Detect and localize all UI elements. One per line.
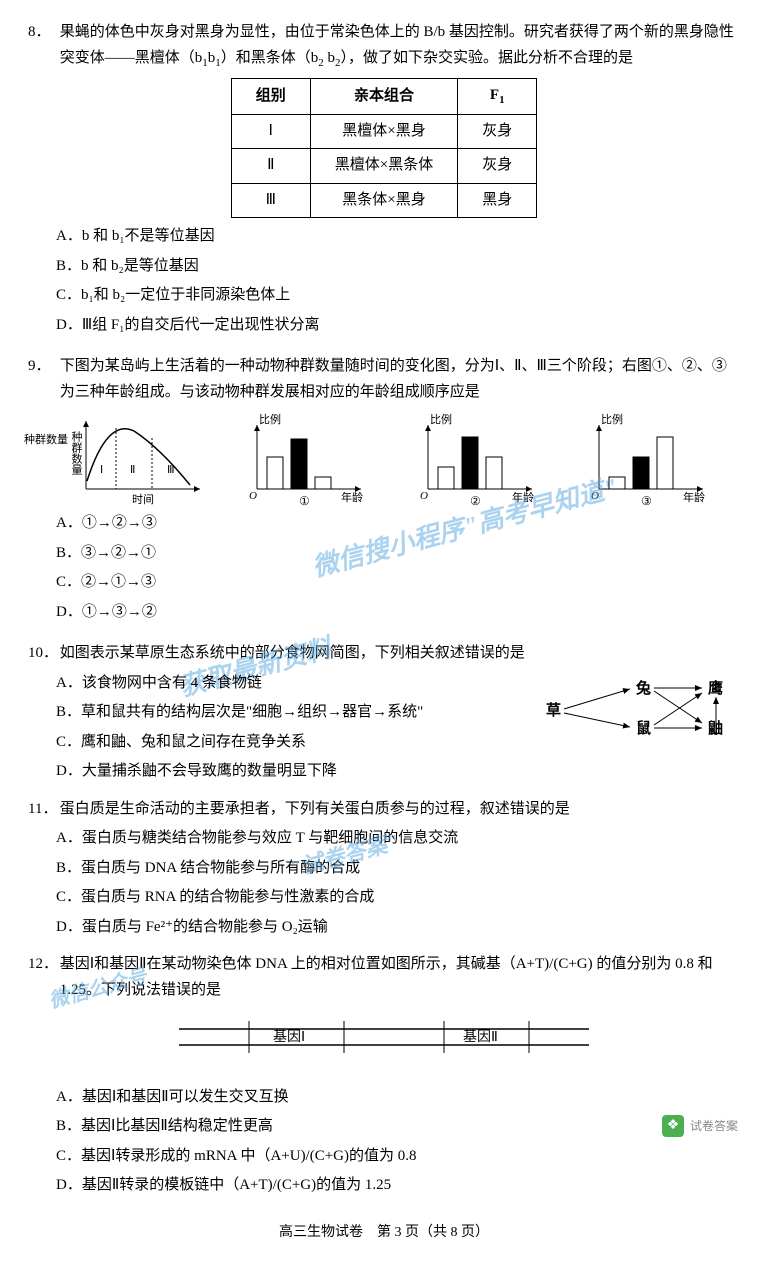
q11-opt-a: A．蛋白质与糖类结合物能参与效应 T 与靶细胞间的信息交流 <box>56 826 740 852</box>
q8-num: 8． <box>28 20 56 46</box>
q12-options: A．基因Ⅰ和基因Ⅱ可以发生交叉互换 B．基因Ⅰ比基因Ⅱ结构稳定性更高 C．基因Ⅰ… <box>28 1085 740 1199</box>
svg-text:Ⅱ: Ⅱ <box>130 464 135 476</box>
q9-opt-a: A．①→②→③ <box>56 511 384 537</box>
svg-text:②: ② <box>470 494 481 508</box>
q12-opt-b: B．基因Ⅰ比基因Ⅱ结构稳定性更高 <box>56 1114 740 1140</box>
q9-bar-chart-3: 比例 O ③ 年龄 <box>585 413 725 503</box>
q8-options: A．b 和 b₁不是等位基因 B．b 和 b₂是等位基因 C．b₁和 b₂一定位… <box>28 224 740 342</box>
gene-diagram: 基因Ⅰ 基因Ⅱ <box>169 1017 599 1071</box>
svg-text:年龄: 年龄 <box>341 490 363 504</box>
q11-opt-c: C．蛋白质与 RNA 的结合物能参与性激素的合成 <box>56 885 740 911</box>
question-8: 8． 果蝇的体色中灰身对黑身为显性，由位于常染色体上的 B/b 基因控制。研究者… <box>28 20 740 342</box>
q10-num: 10． <box>28 641 56 667</box>
q11-opt-d: D．蛋白质与 Fe²⁺的结合物能参与 O₂运输 <box>56 915 740 941</box>
q12-opt-a: A．基因Ⅰ和基因Ⅱ可以发生交叉互换 <box>56 1085 740 1111</box>
svg-text:兔: 兔 <box>635 679 651 697</box>
q8-table: 组别亲本组合F1 Ⅰ黑檀体×黑身灰身 Ⅱ黑檀体×黑条体灰身 Ⅲ黑条体×黑身黑身 <box>231 78 538 218</box>
svg-text:鼠: 鼠 <box>636 719 651 737</box>
q8-opt-d: D．Ⅲ组 F₁的自交后代一定出现性状分离 <box>56 313 384 339</box>
question-10: 10． 如图表示某草原生态系统中的部分食物网简图，下列相关叙述错误的是 获取最新… <box>28 641 740 785</box>
question-9: 9． 下图为某岛屿上生活着的一种动物种群数量随时间的变化图，分为Ⅰ、Ⅱ、Ⅲ三个阶… <box>28 354 740 629</box>
svg-text:Ⅰ: Ⅰ <box>100 464 103 476</box>
svg-text:年龄: 年龄 <box>683 490 705 504</box>
q12-num: 12． <box>28 952 56 978</box>
q8-opt-a: A．b 和 b₁不是等位基因 <box>56 224 384 250</box>
q12-opt-d: D．基因Ⅱ转录的模板链中（A+T)/(C+G)的值为 1.25 <box>56 1173 740 1199</box>
svg-text:③: ③ <box>641 494 652 508</box>
svg-text:①: ① <box>299 494 310 508</box>
svg-text:O: O <box>249 490 257 502</box>
table-row: Ⅲ黑条体×黑身黑身 <box>231 183 537 218</box>
q11-num: 11． <box>28 797 56 823</box>
q12-text: 基因Ⅰ和基因Ⅱ在某动物染色体 DNA 上的相对位置如图所示，其碱基（A+T)/(… <box>60 952 740 1003</box>
q9-options: A．①→②→③ B．③→②→① C．②→①→③ D．①→③→② 微信搜小程序"高… <box>28 511 740 629</box>
q9-text: 下图为某岛屿上生活着的一种动物种群数量随时间的变化图，分为Ⅰ、Ⅱ、Ⅲ三个阶段；右… <box>60 354 740 405</box>
q11-opt-b: B．蛋白质与 DNA 结合物能参与所有酶的合成 <box>56 856 740 882</box>
q10-options: A．该食物网中含有 4 条食物链 B．草和鼠共有的结构层次是"细胞→组织→器官→… <box>28 671 740 785</box>
svg-text:O: O <box>420 490 428 502</box>
table-row: Ⅱ黑檀体×黑条体灰身 <box>231 149 537 184</box>
svg-text:种群数量: 种群数量 <box>24 432 68 446</box>
q8-opt-c: C．b₁和 b₂一定位于非同源染色体上 <box>56 283 384 309</box>
q10-opt-d: D．大量捕杀鼬不会导致鹰的数量明显下降 <box>56 759 740 785</box>
svg-text:草: 草 <box>546 701 561 719</box>
svg-text:比例: 比例 <box>601 412 623 426</box>
svg-text:比例: 比例 <box>259 412 281 426</box>
svg-text:O: O <box>591 490 599 502</box>
svg-text:Ⅲ: Ⅲ <box>167 464 175 476</box>
q9-opt-d: D．①→③→② <box>56 600 384 626</box>
svg-text:年龄: 年龄 <box>512 490 534 504</box>
q11-options: A．蛋白质与糖类结合物能参与效应 T 与靶细胞间的信息交流 B．蛋白质与 DNA… <box>28 826 740 940</box>
q9-num: 9． <box>28 354 56 380</box>
svg-text:时间: 时间 <box>132 493 154 506</box>
page-footer: 高三生物试卷 第 3 页（共 8 页） <box>28 1221 740 1245</box>
question-11: 11． 蛋白质是生命活动的主要承担者，下列有关蛋白质参与的过程，叙述错误的是 "… <box>28 797 740 941</box>
q9-opt-c: C．②→①→③ <box>56 570 384 596</box>
svg-text:鹰: 鹰 <box>708 679 723 697</box>
svg-text:基因Ⅱ: 基因Ⅱ <box>463 1028 498 1045</box>
food-web-diagram: 草 兔 鼠 鹰 鼬 <box>540 671 730 751</box>
q11-text: 蛋白质是生命活动的主要承担者，下列有关蛋白质参与的过程，叙述错误的是 <box>60 797 740 823</box>
wechat-icon: ❖ <box>662 1115 684 1137</box>
svg-text:种群数量: 种群数量 <box>70 430 83 475</box>
q9-opt-b: B．③→②→① <box>56 541 384 567</box>
svg-text:比例: 比例 <box>430 412 452 426</box>
q9-bar-chart-1: 比例 O ① 年龄 <box>243 413 383 503</box>
q8-opt-b: B．b 和 b₂是等位基因 <box>56 254 384 280</box>
q9-bar-chart-2: 比例 O ② 年龄 <box>414 413 554 503</box>
table-row: Ⅰ黑檀体×黑身灰身 <box>231 114 537 149</box>
q10-text: 如图表示某草原生态系统中的部分食物网简图，下列相关叙述错误的是 <box>60 641 740 667</box>
question-12: 12． 基因Ⅰ和基因Ⅱ在某动物染色体 DNA 上的相对位置如图所示，其碱基（A+… <box>28 952 740 1199</box>
q9-curve-chart: 种群数量 种群数量 Ⅰ Ⅱ Ⅲ 时间 <box>72 413 212 503</box>
q8-text: 果蝇的体色中灰身对黑身为显性，由位于常染色体上的 B/b 基因控制。研究者获得了… <box>60 20 740 72</box>
svg-text:基因Ⅰ: 基因Ⅰ <box>273 1028 305 1045</box>
q9-charts: 种群数量 种群数量 Ⅰ Ⅱ Ⅲ 时间 比例 <box>28 413 740 503</box>
watermark-corner: ❖ 试卷答案 <box>662 1115 738 1137</box>
